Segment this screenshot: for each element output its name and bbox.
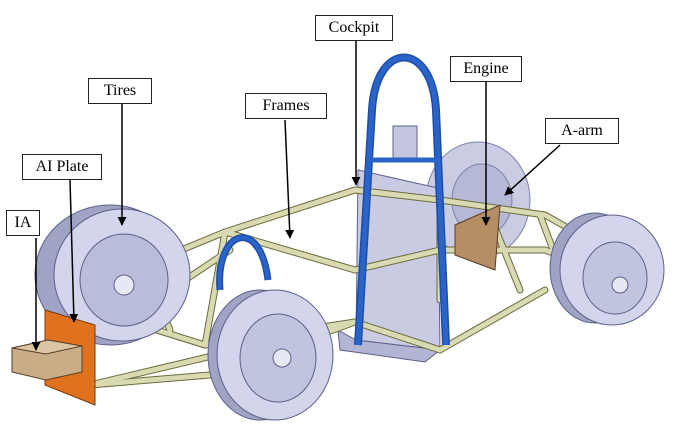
rear-left-tire [550,213,664,325]
frames-label: Frames [245,93,327,119]
front-right-tire [208,290,333,420]
ia-label: IA [6,210,40,236]
cockpit-label: Cockpit [315,15,393,41]
engine-label: Engine [450,56,522,82]
ai-plate-label: AI Plate [22,154,102,180]
impact-attenuator [12,340,82,380]
a-arm-label: A-arm [545,118,619,144]
tires-label: Tires [88,78,152,104]
frames-leader-arrow [285,120,290,238]
